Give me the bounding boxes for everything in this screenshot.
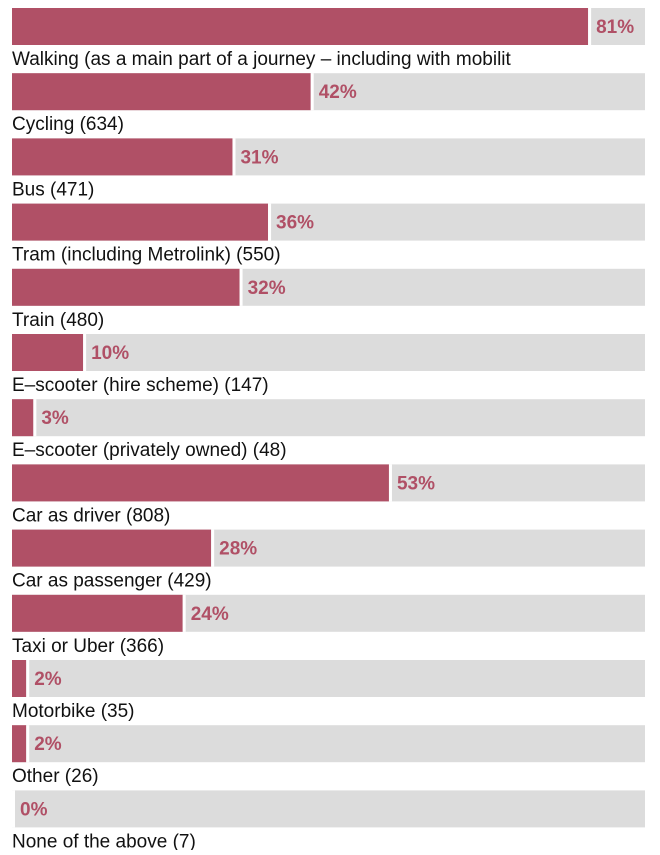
category-label: None of the above (7)	[12, 831, 196, 850]
bar-gap	[388, 464, 392, 502]
bar-gap	[26, 660, 30, 697]
category-label: Car as passenger (429)	[12, 571, 212, 592]
value-label: 10%	[91, 343, 129, 364]
bar	[12, 660, 27, 697]
value-label: 24%	[191, 604, 229, 625]
bar-gap	[26, 725, 30, 763]
value-label: 2%	[34, 669, 62, 690]
category-label: Walking (as a main part of a journey – i…	[12, 49, 512, 70]
category-label: Motorbike (35)	[12, 701, 135, 722]
bar	[12, 725, 27, 763]
category-label: Tram (including Metrolink) (550)	[12, 245, 281, 266]
bar-gap	[588, 8, 592, 45]
bar-track	[12, 725, 645, 763]
value-label: 42%	[319, 82, 357, 103]
bar	[12, 334, 84, 371]
bar	[12, 73, 311, 111]
bar-gap	[211, 529, 215, 567]
value-label: 53%	[397, 473, 435, 494]
bar-gap	[268, 203, 272, 241]
bar-gap	[33, 399, 37, 437]
bar	[12, 594, 183, 632]
value-label: 32%	[248, 278, 286, 299]
bar	[12, 138, 233, 176]
value-label: 81%	[596, 17, 634, 38]
category-label: Bus (471)	[12, 179, 94, 200]
bar-track	[12, 334, 645, 371]
bar-gap	[232, 138, 236, 176]
value-label: 28%	[219, 539, 257, 560]
value-label: 36%	[276, 213, 314, 234]
value-label: 31%	[240, 147, 278, 168]
category-label: Taxi or Uber (366)	[12, 636, 164, 657]
bar	[12, 268, 240, 306]
bar-gap	[310, 73, 314, 111]
category-label: Train (480)	[12, 310, 104, 331]
bar	[12, 203, 269, 241]
bar	[12, 399, 34, 437]
bar	[12, 464, 389, 502]
value-label: 3%	[41, 408, 69, 429]
bar-track	[12, 399, 645, 437]
bar	[12, 8, 589, 45]
category-label: Other (26)	[12, 766, 99, 787]
bar-track	[12, 660, 645, 697]
value-label: 2%	[34, 734, 62, 755]
bar-gap	[83, 334, 87, 371]
bar	[12, 529, 212, 567]
bar-gap	[12, 790, 15, 828]
category-label: Car as driver (808)	[12, 505, 170, 526]
value-label: 0%	[20, 799, 48, 820]
bar-gap	[239, 268, 243, 306]
bar-gap	[182, 594, 186, 632]
category-label: Cycling (634)	[12, 114, 124, 135]
category-label: E–scooter (hire scheme) (147)	[12, 375, 269, 396]
category-label: E–scooter (privately owned) (48)	[12, 440, 287, 461]
bar-track	[12, 790, 645, 828]
